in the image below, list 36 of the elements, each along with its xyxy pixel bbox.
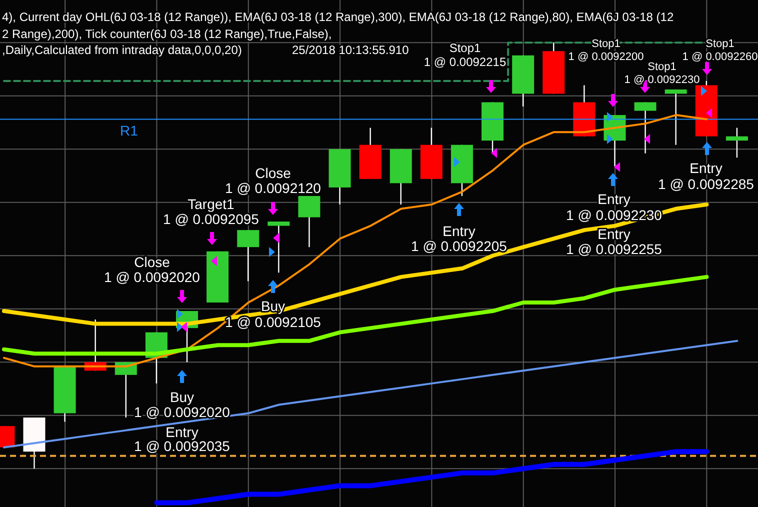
candlestick bbox=[634, 102, 656, 154]
candlestick bbox=[298, 195, 320, 248]
annotation: 1 @ 0.0092020 bbox=[134, 404, 230, 420]
annotation: Stop1 bbox=[648, 61, 676, 73]
annotation: 1 @ 0.0092095 bbox=[163, 211, 260, 227]
ref-line-label: R1 bbox=[120, 122, 138, 138]
annotation: Buy bbox=[260, 298, 286, 314]
annotation: Entry bbox=[690, 160, 722, 176]
annotation: 25/2018 10:13:55.910 bbox=[292, 43, 410, 57]
annotation: Close bbox=[255, 165, 292, 181]
annotation: Stop1 bbox=[592, 38, 620, 50]
annotation: Stop1 bbox=[449, 41, 482, 55]
annotation: 1 @ 0.0092255 bbox=[566, 241, 662, 257]
annotation: Entry bbox=[442, 223, 476, 239]
text: 4), Current day OHL(6J 03-18 (12 Range)), EMA(6J 03-18 (12 Range),300), EMA(6J 03-18 (12 Range),80), EMA(6J 03-18 (12 bbox=[2, 10, 674, 24]
annotation: 1 @ 0.0092260 bbox=[682, 51, 758, 63]
annotation: 1 @ 0.0092230 bbox=[624, 74, 700, 86]
text: 2 Range),200), Tick counter(6J 03-18 (12 Range),True,False), bbox=[2, 27, 332, 41]
candlestick bbox=[268, 220, 290, 274]
annotation: 1 @ 0.0092285 bbox=[658, 176, 754, 192]
annotation: Entry bbox=[598, 191, 630, 207]
annotation: 1 @ 0.0092020 bbox=[104, 269, 200, 285]
annotation: Entry bbox=[166, 424, 198, 440]
annotation: 1 @ 0.0092200 bbox=[568, 51, 644, 63]
annotation: 1 @ 0.0092215 bbox=[424, 55, 506, 69]
annotation: 1 @ 0.0092120 bbox=[225, 180, 322, 196]
candlestick bbox=[237, 229, 260, 282]
annotation: Close bbox=[134, 254, 170, 270]
annotation: Entry bbox=[598, 226, 630, 242]
annotation: Stop1 bbox=[706, 38, 734, 50]
annotation: Target1 bbox=[188, 196, 235, 212]
annotation: Buy bbox=[170, 389, 194, 405]
annotation: 1 @ 0.0092205 bbox=[411, 238, 508, 254]
annotation: ,Daily,Calculated from intraday data,0,0,0,20) bbox=[2, 43, 242, 57]
candlestick bbox=[726, 127, 748, 158]
candlestick bbox=[664, 88, 687, 146]
